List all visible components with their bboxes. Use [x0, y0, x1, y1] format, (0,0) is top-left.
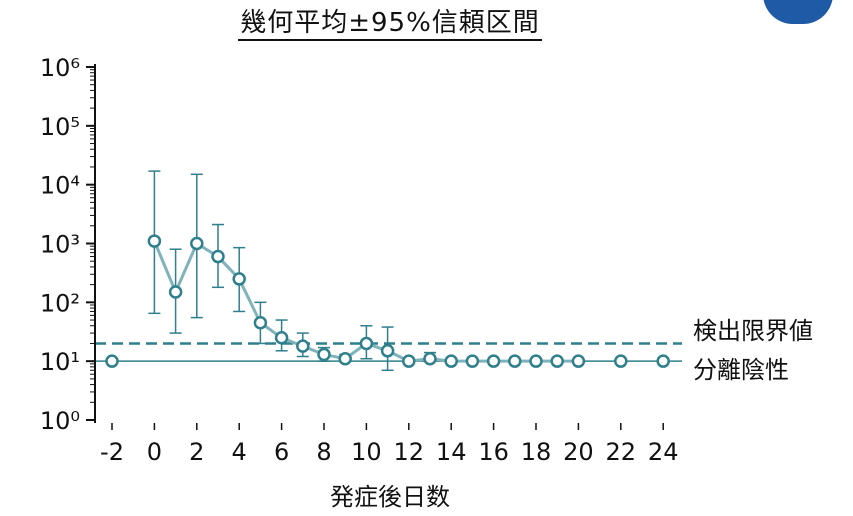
data-point — [656, 354, 670, 368]
data-point — [274, 331, 289, 345]
data-point — [317, 347, 331, 362]
x-tick-label: 12 — [394, 438, 425, 466]
x-tick-label: 16 — [478, 438, 509, 466]
data-point — [359, 336, 374, 351]
x-axis-label: 発症後日数 — [330, 483, 450, 511]
data-point — [211, 249, 225, 264]
x-tick-label: 20 — [563, 438, 594, 466]
data-point — [614, 354, 628, 368]
data-point — [105, 354, 119, 368]
data-point — [571, 354, 586, 368]
y-tick-label: 10³ — [40, 231, 80, 259]
x-ticks: -2 0 2 4 6 8 10 12 14 16 18 20 22 24 — [100, 423, 678, 466]
x-tick-label: 2 — [189, 438, 204, 466]
data-point — [486, 354, 501, 368]
data-point — [423, 351, 437, 366]
x-tick-label: -2 — [100, 438, 124, 466]
data-point — [508, 354, 522, 368]
x-tick-label: 18 — [521, 438, 552, 466]
chart-title: 幾何平均±95%信頼区間 — [0, 2, 780, 41]
threshold-label-negative: 分離陰性 — [693, 356, 789, 384]
threshold-label-detection: 検出限界値 — [693, 317, 813, 345]
data-point — [232, 272, 246, 286]
x-tick-label: 6 — [274, 438, 289, 466]
x-tick-label: 10 — [351, 438, 382, 466]
data-point — [147, 234, 162, 248]
data-point — [190, 236, 204, 251]
x-tick-label: 24 — [648, 438, 679, 466]
x-tick-label: 8 — [316, 438, 331, 466]
data-point — [529, 354, 543, 368]
y-tick-label: 10⁴ — [40, 172, 80, 200]
data-point — [550, 354, 564, 368]
x-tick-label: 4 — [232, 438, 247, 466]
y-tick-label: 10² — [40, 289, 80, 317]
data-point — [402, 354, 416, 368]
x-tick-label: 0 — [147, 438, 162, 466]
data-point — [296, 339, 310, 353]
y-tick-label: 10⁰ — [40, 407, 80, 435]
y-tick-label: 10⁵ — [40, 113, 80, 141]
x-tick-label: 22 — [606, 438, 637, 466]
data-point — [168, 285, 183, 299]
x-tick-label: 14 — [436, 438, 467, 466]
data-point — [444, 354, 458, 368]
data-point — [253, 315, 268, 330]
y-tick-label: 10⁶ — [40, 54, 80, 82]
data-point — [465, 354, 480, 368]
y-tick-label: 10¹ — [40, 348, 80, 376]
data-point — [380, 344, 395, 358]
data-points — [105, 234, 670, 368]
y-ticks: 10⁰ 10¹ 10² 10³ 10⁴ 10⁵ 10⁶ — [40, 54, 95, 435]
data-point — [338, 351, 352, 366]
